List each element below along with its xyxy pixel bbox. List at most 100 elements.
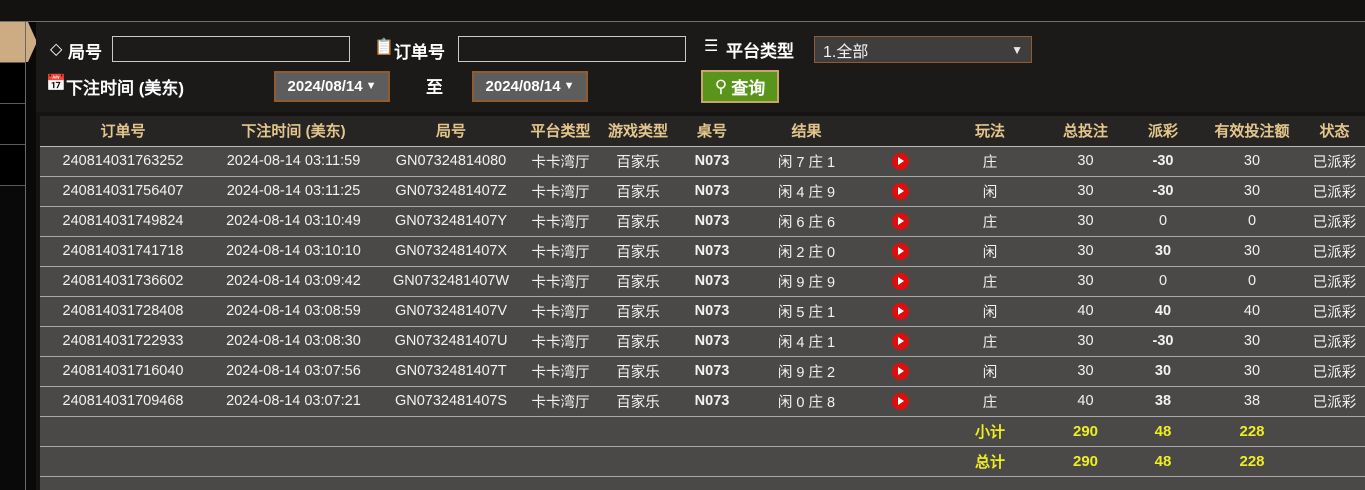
blank-cell xyxy=(865,475,935,490)
table-row[interactable]: 240814031763252 2024-08-14 03:11:59 GN0732… xyxy=(40,145,1365,176)
order-no-cell: 240814031749824 xyxy=(40,205,206,236)
bet-time-cell: 2024-08-14 03:08:59 xyxy=(206,295,381,326)
col-game-type[interactable]: 游戏类型 xyxy=(600,116,676,146)
col-round-no[interactable]: 局号 xyxy=(381,116,521,146)
result-cell: 闲 2 庄 0 xyxy=(748,235,865,266)
table-row[interactable]: 240814031749824 2024-08-14 03:10:49 GN0732… xyxy=(40,205,1365,236)
round-no-cell: GN0732481407S xyxy=(381,385,521,416)
col-total-bet[interactable]: 总投注 xyxy=(1045,116,1126,146)
summary-label: 总计 xyxy=(935,445,1045,476)
col-bet-type[interactable]: 玩法 xyxy=(935,116,1045,146)
bet-time-from-picker[interactable]: 2024/08/14 ▼ xyxy=(274,71,390,102)
rail-cell-1[interactable] xyxy=(0,63,26,103)
summary-empty-cell xyxy=(600,445,676,476)
col-valid-bet[interactable]: 有效投注额 xyxy=(1200,116,1304,146)
round-no-cell: GN07324814080 xyxy=(381,145,521,176)
bet-time-from-value: 2024/08/14 xyxy=(287,78,363,95)
summary-empty-cell xyxy=(206,445,381,476)
blank-cell xyxy=(40,475,206,490)
replay-cell xyxy=(865,385,935,416)
platform-type-label: 平台类型 xyxy=(726,42,794,61)
result-cell: 闲 4 庄 1 xyxy=(748,325,865,356)
bet-type-cell: 庄 xyxy=(935,205,1045,236)
table-header-row: 订单号 下注时间 (美东) 局号 平台类型 游戏类型 桌号 结果 玩法 总投注 … xyxy=(40,116,1365,146)
game-type-cell: 百家乐 xyxy=(600,325,676,356)
play-icon[interactable] xyxy=(891,302,909,320)
summary-payout: 48 xyxy=(1126,415,1200,446)
table-row[interactable]: 240814031722933 2024-08-14 03:08:30 GN0732… xyxy=(40,325,1365,356)
summary-row: 小计 290 48 228 xyxy=(40,415,1365,446)
payout-cell: -30 xyxy=(1126,145,1200,176)
col-status[interactable]: 状态 xyxy=(1304,116,1365,146)
play-icon[interactable] xyxy=(891,212,909,230)
order-no-cell: 240814031728408 xyxy=(40,295,206,326)
rail-active-tab[interactable] xyxy=(0,22,37,62)
result-cell: 闲 4 庄 9 xyxy=(748,175,865,206)
orders-table: 订单号 下注时间 (美东) 局号 平台类型 游戏类型 桌号 结果 玩法 总投注 … xyxy=(40,116,1365,490)
col-bet-time[interactable]: 下注时间 (美东) xyxy=(206,116,381,146)
platform-cell: 卡卡湾厅 xyxy=(521,145,600,176)
order-no-cell: 240814031716040 xyxy=(40,355,206,386)
play-icon[interactable] xyxy=(891,272,909,290)
platform-cell: 卡卡湾厅 xyxy=(521,385,600,416)
play-icon[interactable] xyxy=(891,152,909,170)
table-row[interactable]: 240814031736602 2024-08-14 03:09:42 GN0732… xyxy=(40,265,1365,296)
col-platform[interactable]: 平台类型 xyxy=(521,116,600,146)
table-no-cell: N073 xyxy=(676,355,748,386)
result-cell: 闲 5 庄 1 xyxy=(748,295,865,326)
col-result[interactable]: 结果 xyxy=(748,116,865,146)
rail-divider xyxy=(25,22,26,490)
valid-bet-cell: 30 xyxy=(1200,145,1304,176)
order-no-cell: 240814031741718 xyxy=(40,235,206,266)
valid-bet-cell: 30 xyxy=(1200,355,1304,386)
order-no-cell: 240814031756407 xyxy=(40,175,206,206)
play-icon[interactable] xyxy=(891,182,909,200)
round-no-cell: GN0732481407V xyxy=(381,295,521,326)
round-no-cell: GN0732481407X xyxy=(381,235,521,266)
replay-cell xyxy=(865,325,935,356)
payout-cell: 40 xyxy=(1126,295,1200,326)
platform-cell: 卡卡湾厅 xyxy=(521,355,600,386)
valid-bet-cell: 30 xyxy=(1200,325,1304,356)
order-no-input[interactable] xyxy=(458,36,686,62)
table-row[interactable]: 240814031728408 2024-08-14 03:08:59 GN0732… xyxy=(40,295,1365,326)
platform-type-select[interactable]: 1.全部 ▼ xyxy=(814,36,1032,63)
rail-cell-2[interactable] xyxy=(0,104,26,144)
table-row[interactable]: 240814031756407 2024-08-14 03:11:25 GN0732… xyxy=(40,175,1365,206)
status-cell: 已派彩 xyxy=(1304,325,1365,356)
calendar-icon: 📅 xyxy=(46,75,66,92)
table-blank-row xyxy=(40,475,1365,490)
query-button[interactable]: ⚲ 查询 xyxy=(701,70,779,103)
status-cell: 已派彩 xyxy=(1304,235,1365,266)
col-payout[interactable]: 派彩 xyxy=(1126,116,1200,146)
bet-time-cell: 2024-08-14 03:08:30 xyxy=(206,325,381,356)
play-icon[interactable] xyxy=(891,332,909,350)
orders-table-body: 240814031763252 2024-08-14 03:11:59 GN0732… xyxy=(40,145,1365,490)
order-no-label: 订单号 xyxy=(394,43,445,62)
payout-cell: 30 xyxy=(1126,235,1200,266)
bet-time-to-picker[interactable]: 2024/08/14 ▼ xyxy=(472,71,588,102)
blank-cell xyxy=(206,475,381,490)
play-icon[interactable] xyxy=(891,362,909,380)
result-cell: 闲 6 庄 6 xyxy=(748,205,865,236)
col-table-no[interactable]: 桌号 xyxy=(676,116,748,146)
blank-cell xyxy=(600,475,676,490)
play-icon[interactable] xyxy=(891,392,909,410)
payout-cell: 0 xyxy=(1126,205,1200,236)
round-no-input[interactable] xyxy=(112,36,350,62)
table-row[interactable]: 240814031741718 2024-08-14 03:10:10 GN0732… xyxy=(40,235,1365,266)
bet-time-to-value: 2024/08/14 xyxy=(485,78,561,95)
table-row[interactable]: 240814031709468 2024-08-14 03:07:21 GN0732… xyxy=(40,385,1365,416)
replay-cell xyxy=(865,205,935,236)
bet-time-cell: 2024-08-14 03:11:59 xyxy=(206,145,381,176)
table-row[interactable]: 240814031716040 2024-08-14 03:07:56 GN0732… xyxy=(40,355,1365,386)
round-no-cell: GN0732481407Y xyxy=(381,205,521,236)
play-icon[interactable] xyxy=(891,242,909,260)
table-no-cell: N073 xyxy=(676,385,748,416)
tag-icon: ◇ xyxy=(50,41,63,58)
col-order-no[interactable]: 订单号 xyxy=(40,116,206,146)
summary-empty-cell xyxy=(521,445,600,476)
rail-cell-3[interactable] xyxy=(0,145,26,185)
total-bet-cell: 30 xyxy=(1045,205,1126,236)
